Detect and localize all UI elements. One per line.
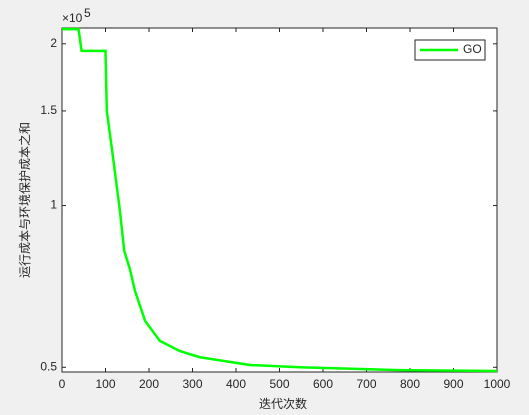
x-axis-label: 迭代次数 (259, 396, 307, 411)
x-tick-label: 700 (356, 377, 376, 391)
line-series (62, 27, 498, 373)
y-axis-label: 运行成本与环境保护成本之和 (17, 122, 32, 278)
x-tick-label: 600 (313, 377, 333, 391)
y-tick-label: 1.5 (40, 103, 57, 117)
x-tick-label: 500 (269, 377, 289, 391)
x-tick-label: 900 (443, 377, 463, 391)
x-tick-label: 0 (59, 377, 66, 391)
x-tick-label: 100 (95, 377, 115, 391)
x-tick-label: 1000 (484, 377, 511, 391)
y-exponent-power: 5 (84, 6, 91, 20)
y-tick-label: 0.5 (40, 359, 57, 373)
legend-label: GO (463, 42, 482, 56)
x-tick-label: 400 (226, 377, 246, 391)
y-exponent: ×10 (62, 11, 83, 25)
y-tick-label: 2 (50, 36, 57, 50)
plot-area (61, 27, 498, 373)
x-tick-label: 800 (400, 377, 420, 391)
x-tick-label: 200 (139, 377, 159, 391)
x-tick-label: 300 (182, 377, 202, 391)
y-tick-label: 1 (50, 198, 57, 212)
